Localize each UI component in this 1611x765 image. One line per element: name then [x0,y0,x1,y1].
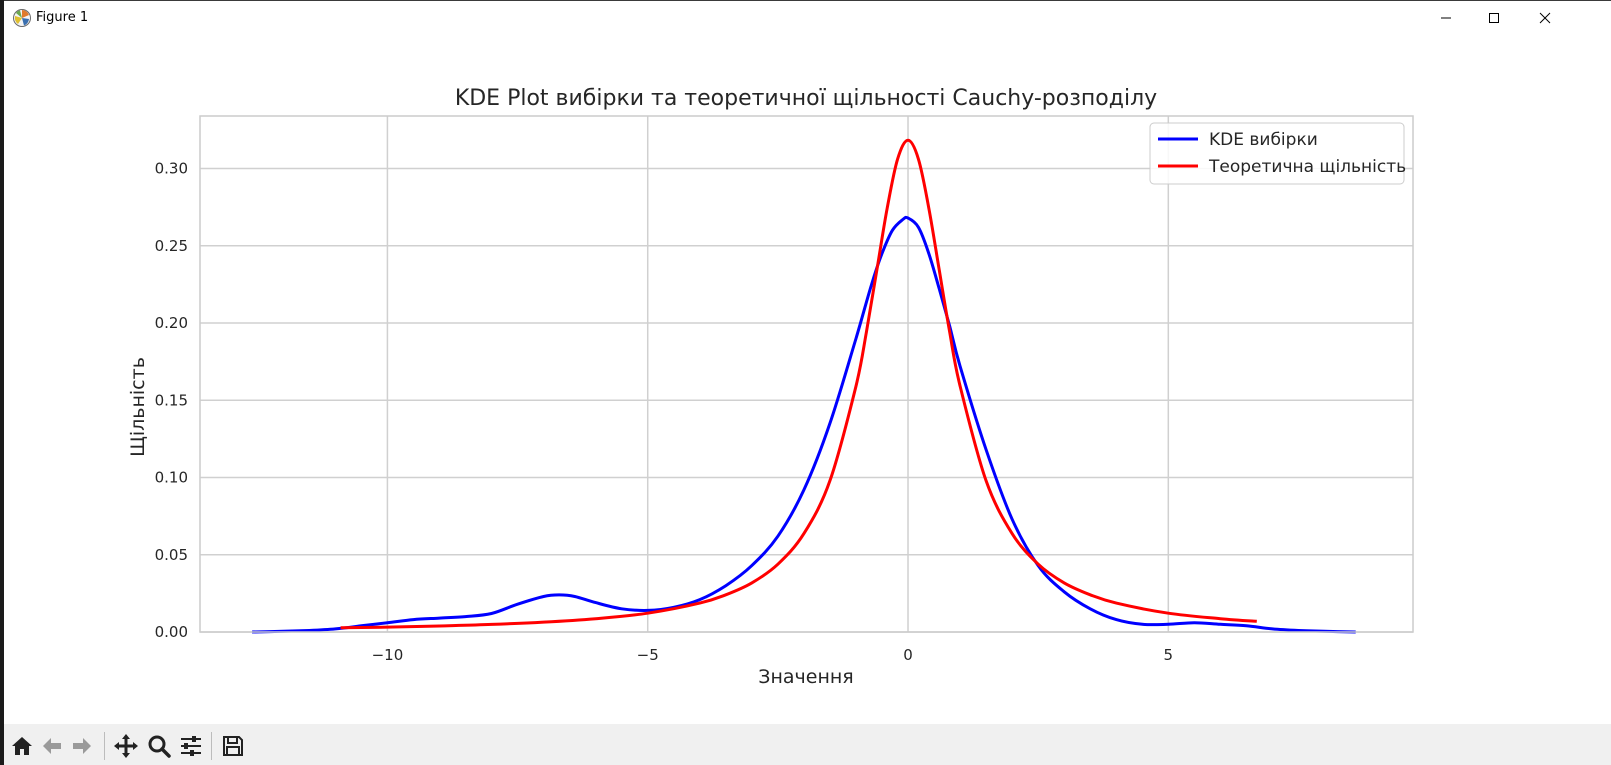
pan-button[interactable] [112,732,140,760]
toolbar-separator [104,732,105,760]
y-axis-label: Щільність [127,357,149,457]
y-tick-label: 0.05 [155,546,188,564]
configure-subplots-button[interactable] [177,732,205,760]
save-icon [223,736,243,756]
back-button[interactable] [38,732,66,760]
back-icon [43,738,61,754]
kde-series-line [252,215,1356,634]
y-tick-label: 0.30 [155,160,188,178]
desktop-edge [0,0,4,765]
zoom-button[interactable] [145,732,173,760]
zoom-icon [148,735,171,758]
theoretical-density-line [340,138,1257,630]
y-tick-label: 0.15 [155,391,188,409]
figure-canvas[interactable]: KDE Plot вибірки та теоретичної щільност… [4,34,1611,724]
pan-icon [114,734,138,758]
x-tick-label: 0 [903,646,913,664]
matplotlib-app-icon [12,8,32,28]
window-title: Figure 1 [36,10,89,25]
close-icon [1539,12,1551,24]
x-tick-label: −5 [637,646,659,664]
series-lines [252,138,1356,634]
close-button[interactable] [1522,1,1568,35]
home-button[interactable] [8,732,36,760]
toolbar-separator [211,732,212,760]
legend-box [1149,122,1405,185]
forward-button[interactable] [68,732,96,760]
window-titlebar: Figure 1 [4,0,1611,34]
maximize-button[interactable] [1471,1,1517,35]
y-tick-labels: 0.00 0.05 0.10 0.15 0.20 0.25 0.30 [155,160,188,641]
y-tick-label: 0.00 [155,623,188,641]
save-button[interactable] [219,732,247,760]
grid-lines [200,116,1413,633]
forward-icon [73,738,91,754]
x-tick-label: −10 [372,646,404,664]
legend: KDE вибірки Теоретична щільність [1149,122,1406,185]
navigation-toolbar [4,724,1611,765]
x-axis-label: Значення [758,666,853,688]
legend-label-theory: Теоретична щільність [1208,157,1406,177]
axes-frame [199,115,1414,633]
home-icon [12,737,32,755]
x-tick-label: 5 [1164,646,1174,664]
maximize-icon [1489,13,1499,23]
y-tick-label: 0.25 [155,237,188,255]
x-tick-labels: −10 −5 0 5 [372,646,1174,664]
y-tick-label: 0.20 [155,314,188,332]
legend-label-kde: KDE вибірки [1209,130,1318,150]
configure-subplots-icon [181,736,201,756]
minimize-button[interactable] [1423,1,1469,35]
y-tick-label: 0.10 [155,469,188,487]
minimize-icon [1441,17,1451,19]
chart-title: KDE Plot вибірки та теоретичної щільност… [455,86,1157,111]
chart-svg: KDE Plot вибірки та теоретичної щільност… [127,86,1414,688]
